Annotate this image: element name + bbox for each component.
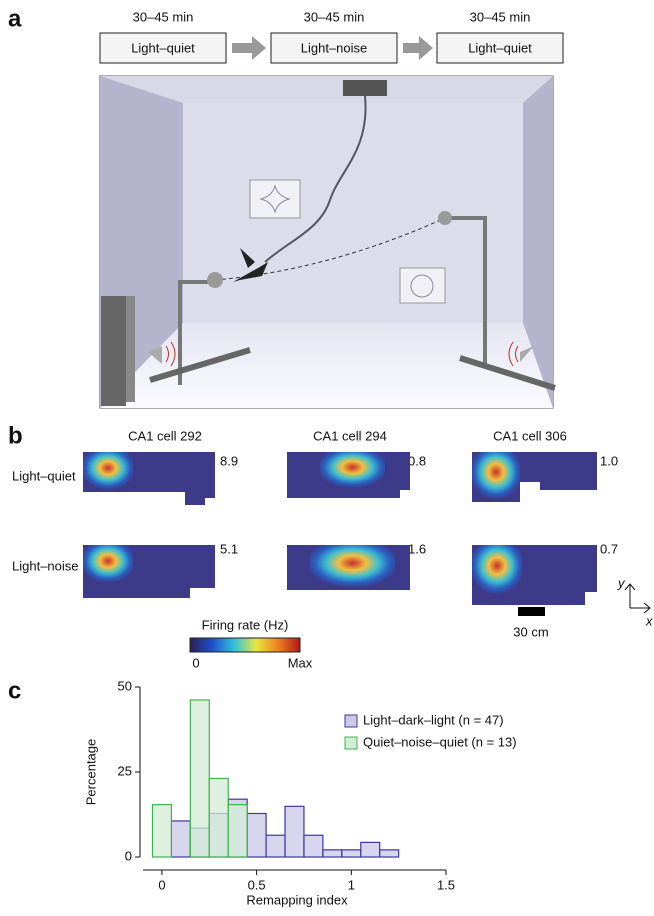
y-tick-label: 25: [118, 763, 132, 778]
cell-name: CA1 cell 292: [128, 428, 202, 443]
histogram-bar: [285, 806, 304, 857]
peak-rate: 1.0: [600, 453, 618, 468]
speaker-tower: [101, 296, 126, 406]
protocol: 30–45 min 30–45 min 30–45 min Light–quie…: [100, 9, 563, 63]
back-wall: [183, 103, 523, 323]
panel-label: a: [8, 5, 22, 32]
x-tick-label: 1.5: [437, 877, 455, 892]
row-name: Light–quiet: [12, 468, 76, 483]
duration: 30–45 min: [470, 9, 531, 24]
room: [100, 76, 555, 408]
peak-rate: 8.9: [220, 453, 238, 468]
cell-name: CA1 cell 306: [493, 428, 567, 443]
scale-bar-label: 30 cm: [513, 624, 548, 639]
histogram-bar: [209, 778, 228, 857]
panel-label: c: [8, 677, 21, 704]
histogram-bar: [361, 842, 380, 857]
scale-bar: [518, 607, 545, 616]
peak-rate: 1.6: [408, 541, 426, 556]
axis-name: x: [645, 613, 653, 628]
x-axis-label: Remapping index: [246, 892, 348, 907]
legend-label: Quiet–noise–quiet (n = 13): [363, 734, 517, 749]
histogram-bar: [342, 850, 361, 857]
colorbar-min: 0: [192, 655, 199, 670]
histogram-bar: [190, 700, 209, 857]
colorbar-title: Firing rate (Hz): [202, 617, 289, 632]
duration: 30–45 min: [304, 9, 365, 24]
histogram-bar: [304, 835, 323, 857]
rate-map-field: [310, 545, 395, 590]
figure: a 30–45 min 30–45 min 30–45 min Light–qu…: [0, 0, 654, 911]
histogram-bar: [323, 850, 342, 857]
condition: Light–quiet: [131, 40, 195, 55]
rate-maps: [83, 452, 597, 605]
colorbar: [190, 638, 300, 652]
legend-swatch: [345, 737, 357, 749]
y-tick-label: 0: [125, 848, 132, 863]
rate-map-field: [83, 545, 133, 585]
histogram-bar: [247, 813, 266, 857]
histogram-bar: [266, 835, 285, 857]
rate-map-field: [320, 452, 385, 490]
rate-map-field: [472, 452, 520, 502]
peak-rate: 0.8: [408, 453, 426, 468]
y-axis-label: Percentage: [83, 739, 98, 806]
condition: Light–quiet: [468, 40, 532, 55]
histogram-bar: [171, 821, 190, 857]
x-tick-label: 0: [158, 877, 165, 892]
condition: Light–noise: [301, 40, 368, 55]
rate-map-field: [472, 545, 522, 597]
colorbar-max: Max: [288, 655, 313, 670]
panel-label: b: [8, 422, 23, 449]
legend-label: Light–dark–light (n = 47): [363, 712, 504, 727]
duration: 30–45 min: [133, 9, 194, 24]
legend-swatch: [345, 715, 357, 727]
histogram-bar: [152, 805, 171, 857]
axis-arrows: [625, 584, 650, 613]
x-tick-label: 0.5: [248, 877, 266, 892]
platform: [207, 272, 223, 288]
speaker-tower-side: [126, 296, 135, 402]
peak-rate: 5.1: [220, 541, 238, 556]
row-name: Light–noise: [12, 558, 79, 573]
histogram-chart: 0 25 50 0 0.5 1 1.5 Light–dark–light (n = 47) Qu…: [118, 678, 517, 892]
cue-card: [400, 268, 445, 303]
cell-name: CA1 cell 294: [313, 428, 387, 443]
axis-name: y: [617, 575, 626, 590]
y-tick-label: 50: [118, 678, 132, 693]
commutator: [343, 80, 387, 96]
x-tick-label: 1: [348, 877, 355, 892]
histogram-bar: [228, 805, 247, 857]
rate-map-field: [83, 452, 133, 492]
peak-rate: 0.7: [600, 541, 618, 556]
platform: [438, 211, 452, 225]
histogram-bar: [380, 850, 399, 857]
